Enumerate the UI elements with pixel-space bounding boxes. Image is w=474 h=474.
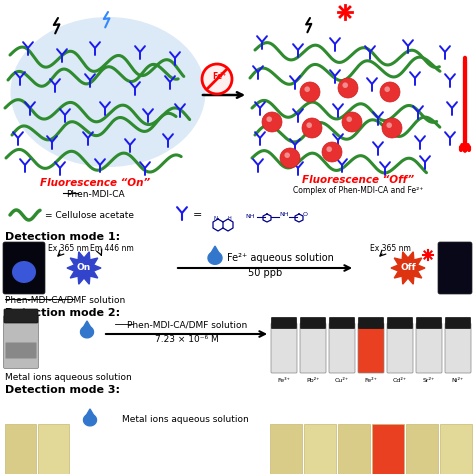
Circle shape (338, 78, 358, 98)
FancyBboxPatch shape (372, 424, 404, 474)
Text: Fluorescence “On”: Fluorescence “On” (40, 178, 150, 188)
Text: NH: NH (245, 214, 255, 219)
Text: Fluorescence “Off”: Fluorescence “Off” (302, 175, 414, 185)
FancyBboxPatch shape (388, 318, 412, 328)
Text: Cu²⁺: Cu²⁺ (335, 377, 349, 383)
Text: Pb²⁺: Pb²⁺ (306, 377, 319, 383)
FancyBboxPatch shape (6, 343, 36, 358)
Text: Detection mode 2:: Detection mode 2: (5, 308, 120, 318)
Text: 50 ppb: 50 ppb (248, 268, 282, 278)
FancyBboxPatch shape (440, 424, 472, 474)
FancyBboxPatch shape (300, 323, 326, 373)
Circle shape (342, 112, 362, 132)
FancyBboxPatch shape (445, 323, 471, 373)
Polygon shape (210, 246, 220, 255)
Circle shape (300, 82, 320, 102)
Ellipse shape (10, 17, 206, 167)
FancyBboxPatch shape (438, 242, 472, 294)
Text: Ni²⁺: Ni²⁺ (452, 377, 464, 383)
Text: N: N (214, 216, 218, 221)
Text: 2+: 2+ (219, 72, 227, 76)
Text: Phen-MDI-CA: Phen-MDI-CA (66, 190, 124, 199)
FancyBboxPatch shape (417, 318, 441, 328)
Circle shape (382, 118, 402, 138)
Polygon shape (82, 321, 91, 329)
Circle shape (262, 112, 282, 132)
FancyBboxPatch shape (3, 316, 38, 368)
FancyBboxPatch shape (4, 309, 38, 323)
FancyBboxPatch shape (338, 424, 370, 474)
FancyBboxPatch shape (406, 424, 438, 474)
Text: Fe²⁺ aqueous solution: Fe²⁺ aqueous solution (227, 253, 333, 263)
Polygon shape (85, 409, 94, 417)
Circle shape (280, 148, 300, 168)
Text: Phen-MDI-CA/DMF solution: Phen-MDI-CA/DMF solution (127, 320, 247, 329)
Text: = Cellulose acetate: = Cellulose acetate (45, 210, 134, 219)
Polygon shape (391, 252, 425, 284)
FancyBboxPatch shape (5, 424, 36, 474)
Text: Ex 365 nm: Ex 365 nm (47, 244, 89, 253)
FancyBboxPatch shape (270, 424, 302, 474)
Polygon shape (83, 414, 97, 426)
Text: Cd²⁺: Cd²⁺ (393, 377, 407, 383)
Text: Sr²⁺: Sr²⁺ (423, 377, 435, 383)
Text: Metal ions aqueous solution: Metal ions aqueous solution (5, 374, 132, 383)
FancyBboxPatch shape (358, 318, 383, 328)
Text: H: H (228, 216, 232, 221)
Circle shape (380, 82, 400, 102)
Circle shape (304, 86, 310, 92)
FancyBboxPatch shape (387, 323, 413, 373)
FancyBboxPatch shape (38, 424, 69, 474)
Circle shape (386, 122, 392, 128)
Text: Fe: Fe (212, 72, 222, 81)
FancyBboxPatch shape (358, 323, 384, 373)
FancyBboxPatch shape (329, 318, 355, 328)
Circle shape (384, 86, 390, 92)
Circle shape (342, 82, 348, 88)
Circle shape (302, 118, 322, 138)
Text: Ex 365 nm: Ex 365 nm (370, 244, 410, 253)
Circle shape (322, 142, 342, 162)
Text: Fe²⁺: Fe²⁺ (365, 377, 377, 383)
FancyBboxPatch shape (271, 323, 297, 373)
FancyBboxPatch shape (304, 424, 336, 474)
Text: Phen-MDI-CA/DMF solution: Phen-MDI-CA/DMF solution (5, 295, 125, 304)
Circle shape (202, 64, 232, 94)
FancyBboxPatch shape (416, 323, 442, 373)
Text: Metal ions aqueous solution: Metal ions aqueous solution (122, 416, 248, 425)
Ellipse shape (12, 261, 36, 283)
Text: Em 446 nm: Em 446 nm (90, 244, 134, 253)
Text: =: = (193, 210, 202, 220)
Text: 7.23 × 10⁻⁶ M: 7.23 × 10⁻⁶ M (155, 336, 219, 345)
Polygon shape (208, 252, 222, 264)
FancyBboxPatch shape (3, 242, 45, 294)
Text: Complex of Phen-MDI-CA and Fe²⁺: Complex of Phen-MDI-CA and Fe²⁺ (293, 185, 423, 194)
FancyBboxPatch shape (272, 318, 297, 328)
Text: Fe³⁺: Fe³⁺ (278, 377, 291, 383)
Text: Detection mode 1:: Detection mode 1: (5, 232, 120, 242)
Circle shape (327, 146, 332, 152)
Text: NH: NH (279, 212, 289, 217)
FancyBboxPatch shape (329, 323, 355, 373)
Circle shape (306, 122, 312, 128)
Text: On: On (77, 264, 91, 273)
Polygon shape (67, 252, 101, 284)
FancyBboxPatch shape (446, 318, 471, 328)
FancyBboxPatch shape (301, 318, 326, 328)
Circle shape (266, 117, 272, 122)
Text: O: O (303, 212, 308, 217)
Circle shape (284, 153, 290, 158)
Text: Off: Off (400, 264, 416, 273)
Polygon shape (81, 326, 93, 338)
Circle shape (346, 117, 352, 122)
Text: Detection mode 3:: Detection mode 3: (5, 385, 120, 395)
